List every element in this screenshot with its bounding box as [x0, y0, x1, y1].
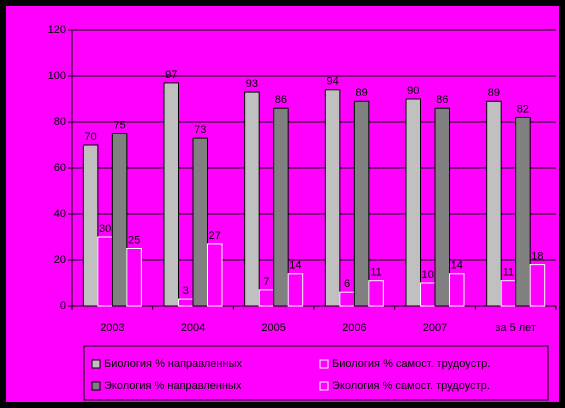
value-label: 30 [99, 223, 111, 235]
bar [434, 107, 450, 307]
value-label: 6 [344, 278, 350, 290]
value-label: 86 [275, 94, 287, 106]
y-tick-label: 0 [60, 300, 66, 312]
value-label: 70 [84, 131, 96, 143]
value-label: 11 [503, 267, 514, 279]
value-label: 14 [289, 260, 301, 272]
bar [368, 280, 384, 307]
value-label: 75 [113, 119, 125, 131]
legend-swatch [319, 381, 329, 391]
bar [207, 243, 223, 307]
y-tick-label: 80 [54, 116, 66, 128]
value-label: 82 [517, 103, 529, 115]
legend-box [83, 345, 549, 401]
bar [486, 100, 502, 307]
bar [273, 107, 289, 307]
value-label: 97 [165, 69, 177, 81]
bar [178, 298, 194, 307]
value-label: 3 [183, 285, 189, 297]
x-tick-label: 2005 [261, 322, 285, 334]
bar [111, 133, 128, 307]
bar [287, 273, 304, 307]
value-label: 7 [263, 276, 269, 288]
legend-label: Биология % самост. трудоустр. [332, 358, 490, 370]
bar [126, 248, 142, 307]
bar [192, 137, 208, 307]
y-tick-label: 100 [48, 70, 66, 82]
x-tick-label: 2004 [181, 322, 205, 334]
value-label: 10 [422, 269, 434, 281]
value-label: 14 [451, 260, 463, 272]
legend-label: Экология % направленных [104, 380, 242, 392]
y-tick-label: 20 [54, 254, 66, 266]
value-label: 25 [128, 234, 140, 246]
bar [258, 289, 275, 307]
legend-label: Биология % направленных [104, 358, 242, 370]
legend-label: Экология % самост. трудоустр. [332, 380, 490, 392]
value-label: 93 [246, 78, 258, 90]
legend-swatch [319, 359, 329, 369]
x-tick-label: 2006 [342, 322, 366, 334]
bar [244, 91, 260, 307]
x-tick-label: 2007 [423, 322, 447, 334]
bar [339, 291, 355, 307]
value-label: 90 [407, 85, 419, 97]
bar [515, 116, 531, 307]
bar [82, 144, 99, 307]
x-tick-label: 2003 [100, 322, 124, 334]
bar [405, 98, 421, 307]
value-label: 94 [326, 76, 338, 88]
bar [324, 89, 341, 307]
bar [500, 280, 517, 307]
bar [420, 282, 436, 307]
value-label: 86 [436, 94, 448, 106]
x-tick-label: за 5 лет [495, 322, 536, 334]
y-tick-label: 120 [48, 24, 66, 36]
value-label: 18 [531, 251, 543, 263]
legend-swatch [91, 359, 101, 369]
legend-swatch [91, 381, 101, 391]
bar [353, 100, 370, 307]
y-tick-label: 40 [54, 208, 66, 220]
bar [529, 264, 546, 307]
bar [163, 82, 179, 307]
bar [449, 273, 465, 307]
value-label: 73 [194, 124, 206, 136]
value-label: 89 [355, 87, 367, 99]
value-label: 89 [488, 87, 500, 99]
bar [97, 236, 113, 307]
value-label: 11 [370, 267, 381, 279]
value-label: 27 [209, 230, 221, 242]
y-tick-label: 60 [54, 162, 66, 174]
